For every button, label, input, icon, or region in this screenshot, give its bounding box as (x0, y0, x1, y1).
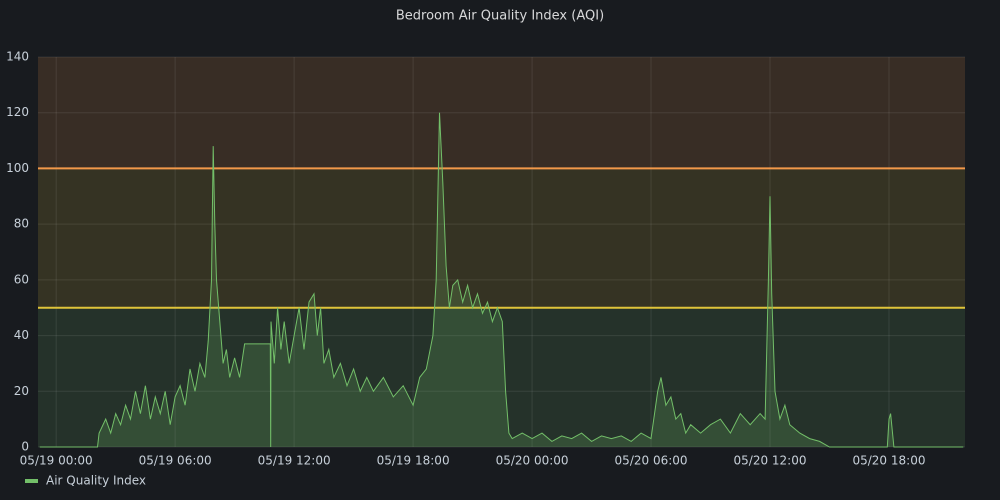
x-tick-label: 05/20 06:00 (615, 454, 688, 468)
area (39, 112, 964, 447)
y-tick-label: 20 (14, 384, 29, 398)
y-tick-label: 80 (14, 217, 29, 231)
y-tick-label: 40 (14, 328, 29, 342)
y-tick-label: 140 (6, 50, 29, 64)
y-tick-label: 60 (14, 272, 29, 286)
x-tick-label: 05/20 18:00 (852, 454, 925, 468)
y-tick-label: 100 (6, 161, 29, 175)
legend-label: Air Quality Index (46, 474, 146, 488)
threshold-band (38, 168, 965, 308)
x-tick-label: 05/19 06:00 (139, 454, 212, 468)
series-line (39, 112, 964, 448)
threshold-band (38, 57, 965, 169)
y-tick-label: 0 (21, 440, 29, 454)
y-tick-label: 120 (6, 105, 29, 119)
threshold-band (38, 307, 965, 447)
x-tick-label: 05/19 12:00 (258, 454, 331, 468)
x-tick-label: 05/20 00:00 (496, 454, 569, 468)
x-tick-label: 05/19 00:00 (20, 454, 93, 468)
x-tick-label: 05/20 12:00 (734, 454, 807, 468)
panel-title: Bedroom Air Quality Index (AQI) (396, 9, 604, 24)
x-tick-label: 05/19 18:00 (377, 454, 450, 468)
